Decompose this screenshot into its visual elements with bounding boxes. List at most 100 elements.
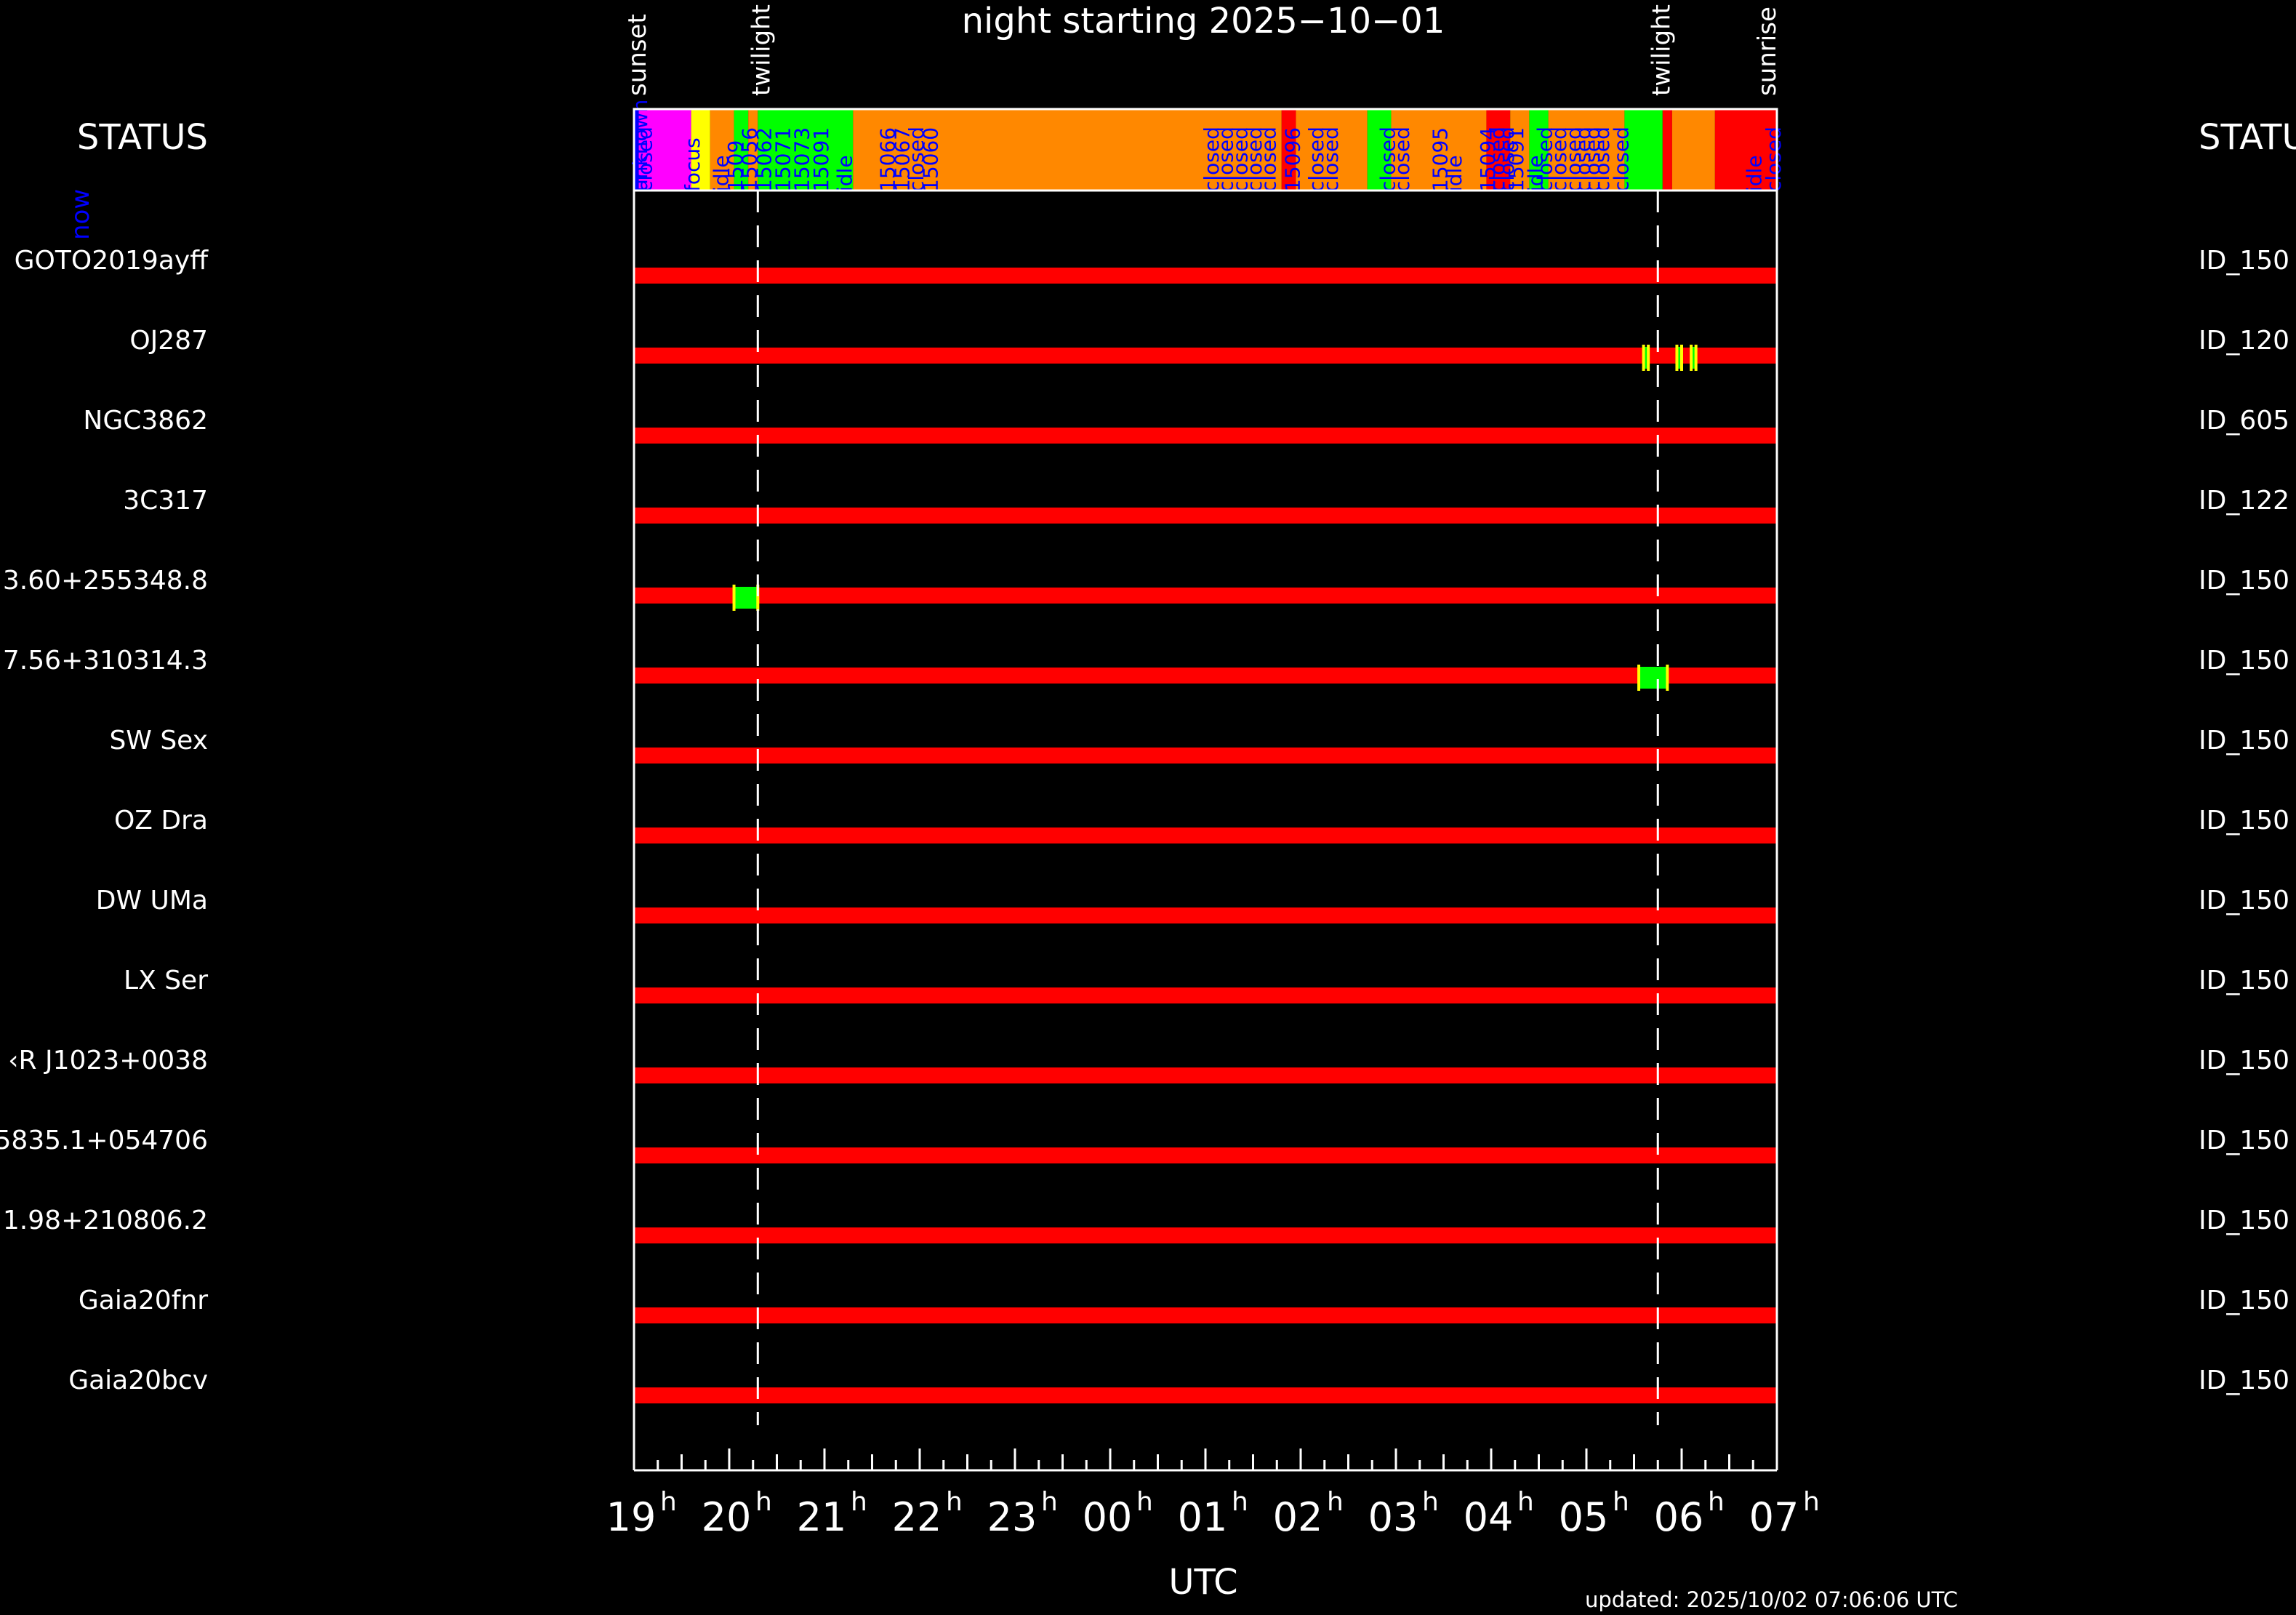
event-label: twilight — [1647, 4, 1676, 96]
status-text: closed — [1257, 127, 1281, 192]
x-axis-label: UTC — [1168, 1562, 1237, 1603]
status-text: closed — [1547, 127, 1571, 192]
status-block — [1367, 109, 1392, 191]
status-text: closed — [1590, 127, 1614, 192]
target-name: DW UMa — [96, 886, 208, 915]
status-block — [1662, 109, 1672, 191]
event-label: sunset — [623, 14, 652, 96]
status-text: idle — [1743, 155, 1767, 192]
status-text: closed — [1390, 127, 1414, 192]
target-name: GOTO2019ayff — [15, 246, 209, 276]
target-id-labels: ID_150 ID_120 ID_605 ID_122 ID_150 ID_150 ID_1… — [2199, 246, 2289, 1395]
target-visibility-bar — [634, 1067, 1777, 1083]
target-name: 3C317 — [123, 486, 208, 516]
x-tick-unit: h — [1517, 1487, 1534, 1517]
target-id: ID_150 — [2199, 1046, 2289, 1075]
x-axis: 19 h 20 h 21 h 22 h 23 h 00 h 01 h 02 h 03 h 04 h 05 h 06 h 07 h — [606, 1448, 1820, 1540]
target-id: ID_150 — [2199, 566, 2289, 596]
event-label: sunrise — [1753, 7, 1782, 96]
status-block — [1510, 109, 1530, 191]
target-name: LX Ser — [124, 966, 208, 995]
target-visibility-bar — [634, 588, 1777, 604]
status-block — [710, 109, 734, 191]
x-tick-unit: h — [1327, 1487, 1344, 1517]
status-text: 15060 — [919, 127, 943, 192]
target-name: 7.56+310314.3 — [3, 646, 208, 676]
status-block — [1529, 109, 1549, 191]
target-id: ID_122 — [2199, 486, 2289, 516]
status-block — [1281, 109, 1296, 191]
status-text: closed — [1304, 127, 1328, 192]
target-name: OJ287 — [129, 326, 208, 356]
target-id: ID_150 — [2199, 966, 2289, 995]
target-visibility-bar — [634, 428, 1777, 444]
target-name: NGC3862 — [83, 406, 208, 436]
status-text: 15066 — [876, 127, 900, 192]
target-id: ID_150 — [2199, 886, 2289, 915]
status-text: 15062 — [752, 127, 776, 192]
status-block — [734, 109, 749, 191]
x-tick-unit: h — [1422, 1487, 1439, 1517]
status-text: closed — [1376, 127, 1400, 192]
x-tick-label: 20 — [702, 1494, 752, 1540]
observation-block — [1643, 347, 1649, 369]
status-block — [638, 109, 691, 191]
target-name: 5835.1+054706 — [0, 1126, 208, 1155]
status-block — [758, 109, 854, 191]
x-tick-label: 00 — [1083, 1494, 1133, 1540]
status-text: closed — [633, 127, 657, 192]
x-tick-unit: h — [755, 1487, 772, 1517]
target-visibility-bar — [634, 1307, 1777, 1323]
target-visibility-bar — [634, 1147, 1777, 1163]
status-text: closed — [1533, 127, 1557, 192]
observation-block — [734, 587, 758, 609]
target-visibility-bar — [634, 668, 1777, 684]
status-text: 15094 — [1476, 127, 1500, 192]
target-id: ID_150 — [2199, 806, 2289, 835]
target-id: ID_150 — [2199, 1366, 2289, 1395]
status-text: 15073 — [790, 127, 814, 192]
target-id: ID_120 — [2199, 326, 2289, 356]
x-tick-unit: h — [851, 1487, 867, 1517]
status-text: closed — [1243, 127, 1267, 192]
target-visibility-bar — [634, 348, 1777, 364]
status-block — [1296, 109, 1368, 191]
x-tick-unit: h — [1613, 1487, 1629, 1517]
x-tick-unit: h — [1041, 1487, 1058, 1517]
status-block — [1486, 109, 1511, 191]
target-id: ID_150 — [2199, 646, 2289, 676]
status-text: 15091 — [809, 127, 833, 192]
status-text: closed — [1214, 127, 1238, 192]
x-tick-label: 01 — [1178, 1494, 1228, 1540]
x-tick-unit: h — [1232, 1487, 1248, 1517]
status-text: closed — [1200, 127, 1224, 192]
status-text: closed — [904, 127, 928, 192]
status-text: closed — [1319, 127, 1343, 192]
x-tick-label: 05 — [1559, 1494, 1609, 1540]
status-block — [1671, 109, 1715, 191]
x-tick-unit: h — [660, 1487, 677, 1517]
status-text: focus — [681, 137, 705, 192]
status-text: 15056 — [738, 127, 762, 192]
status-text: closed — [1581, 127, 1605, 192]
status-text: idle — [1442, 155, 1466, 192]
status-label-right: STATUS — [2199, 117, 2296, 158]
x-tick-unit: h — [946, 1487, 963, 1517]
x-tick-label: 07 — [1749, 1494, 1799, 1540]
status-text: closed — [1609, 127, 1633, 192]
status-text: idle — [1523, 155, 1547, 192]
status-text: closed — [1485, 127, 1509, 192]
x-tick-label: 03 — [1368, 1494, 1418, 1540]
target-visibility-bar — [634, 907, 1777, 923]
status-text: closed — [1562, 127, 1586, 192]
target-visibility-bar — [634, 268, 1777, 284]
observation-block — [1691, 347, 1696, 369]
x-tick-label: 23 — [987, 1494, 1037, 1540]
target-visibility-bar — [634, 1387, 1777, 1403]
observation-block — [1677, 347, 1682, 369]
target-name: SW Sex — [109, 726, 208, 756]
status-block — [748, 109, 758, 191]
status-block — [634, 109, 639, 191]
